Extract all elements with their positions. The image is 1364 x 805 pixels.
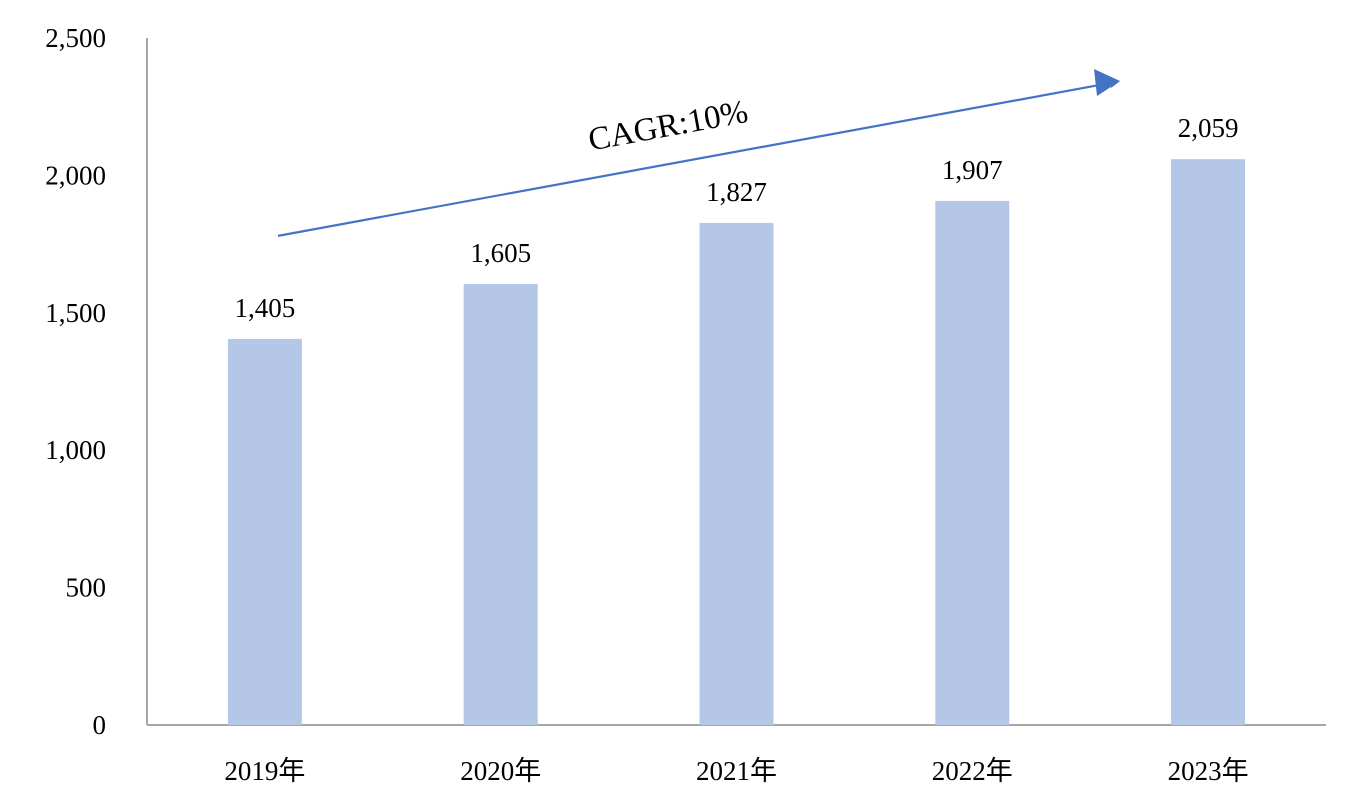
- bar: [227, 338, 302, 725]
- x-tick-label: 2021年: [696, 756, 777, 786]
- bar: [699, 222, 774, 725]
- bars-group: [227, 159, 1246, 726]
- x-tick-label: 2023年: [1168, 756, 1249, 786]
- cagr-arrow-head: [1094, 68, 1120, 96]
- x-tick-label: 2020年: [460, 756, 541, 786]
- labels-group: 1,405 2019年 1,605 2020年 1,827 2021年 1,907 2022年…: [224, 113, 1248, 786]
- data-label: 2,059: [1178, 113, 1239, 143]
- cagr-trend-arrow: [277, 78, 1120, 237]
- y-tick-label: 1,500: [45, 298, 106, 328]
- cagr-annotation-label: CAGR:10%: [586, 94, 751, 159]
- data-label: 1,605: [470, 238, 531, 268]
- data-label: 1,827: [706, 177, 767, 207]
- y-tick-label: 500: [66, 573, 107, 603]
- bar: [1171, 159, 1246, 726]
- data-label: 1,405: [235, 293, 296, 323]
- y-tick-label: 2,500: [45, 23, 106, 53]
- x-tick-label: 2019年: [224, 756, 305, 786]
- x-tick-label: 2022年: [932, 756, 1013, 786]
- bar: [935, 200, 1010, 725]
- y-tick-label: 0: [93, 710, 107, 740]
- y-tick-label: 1,000: [45, 435, 106, 465]
- y-tick-label: 2,000: [45, 160, 106, 190]
- data-label: 1,907: [942, 155, 1003, 185]
- bar: [463, 283, 538, 725]
- axes-group: 0 500 1,000 1,500 2,000 2,500: [45, 23, 1326, 740]
